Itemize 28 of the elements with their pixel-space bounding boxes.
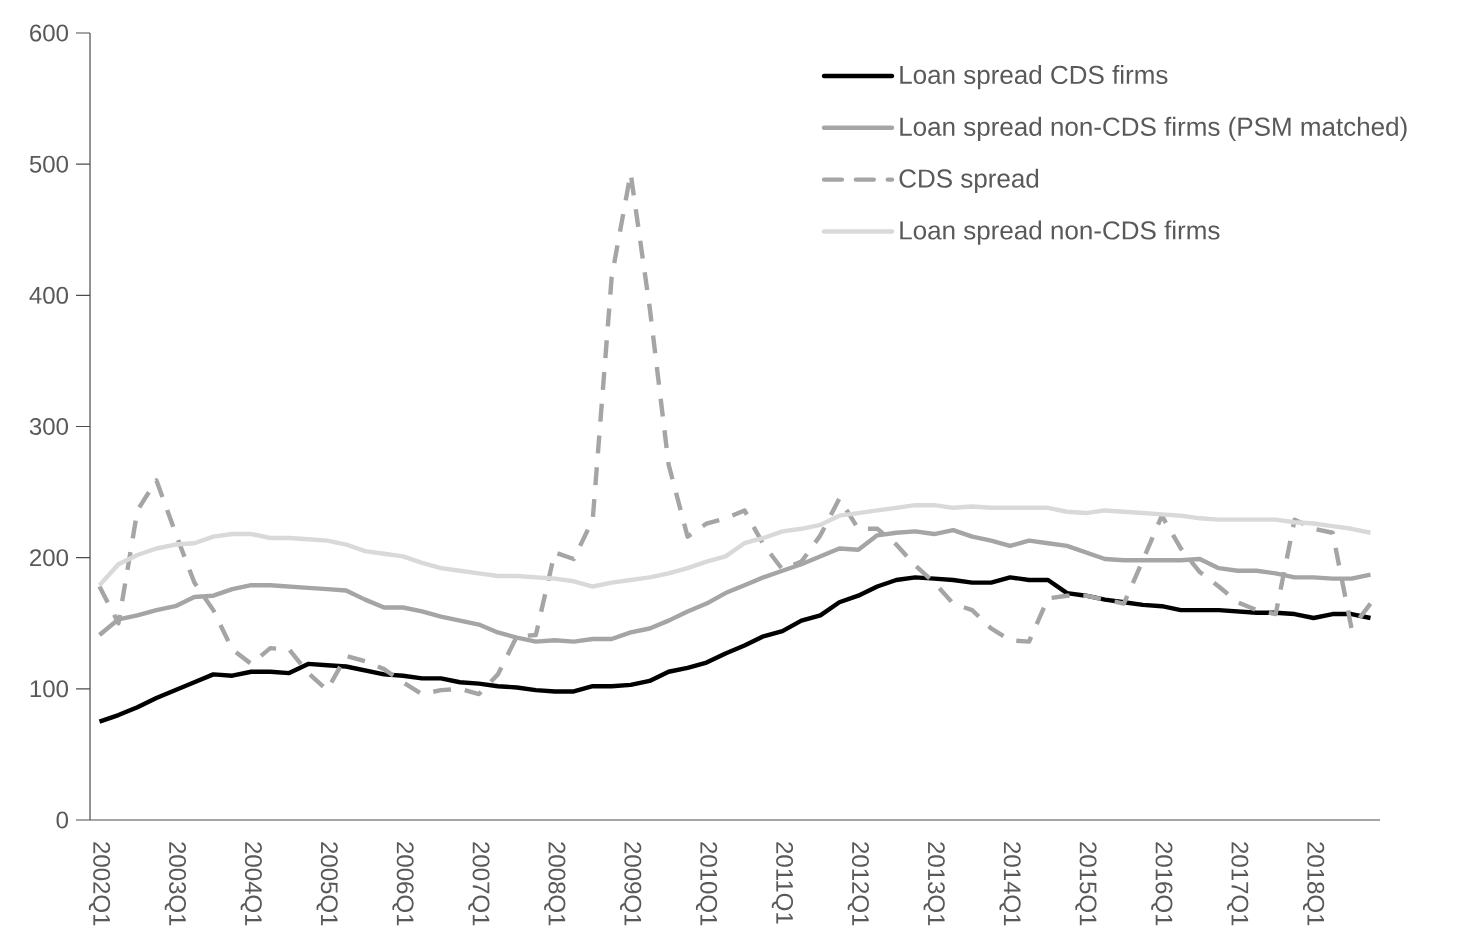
x-tick-label: 2008Q1 bbox=[544, 842, 566, 926]
x-tick-label: 2002Q1 bbox=[88, 842, 111, 926]
legend-label: Loan spread non-CDS firms (PSM matched) bbox=[900, 116, 1407, 142]
y-tick-label: 100 bbox=[30, 680, 69, 698]
y-tick-label: 300 bbox=[29, 418, 69, 435]
x-tick-label: 2014Q1 bbox=[999, 842, 1021, 926]
x-tick-label: 2017Q1 bbox=[1227, 842, 1249, 926]
y-tick-label: 500 bbox=[29, 155, 69, 173]
x-tick-label: 2010Q1 bbox=[695, 842, 718, 926]
x-tick-label: 2018Q1 bbox=[1302, 842, 1325, 926]
y-tick-label: 200 bbox=[30, 549, 69, 567]
x-tick-label: 2004Q1 bbox=[240, 842, 262, 926]
legend-label: Loan spread CDS firms bbox=[900, 65, 1168, 90]
x-tick-label: 2003Q1 bbox=[164, 842, 187, 926]
x-tick-label: 2012Q1 bbox=[847, 842, 869, 926]
x-tick-label: 2009Q1 bbox=[620, 842, 642, 926]
x-tick-label: 2005Q1 bbox=[316, 842, 338, 926]
legend-label: CDS spread bbox=[899, 168, 1039, 193]
y-tick-label: 400 bbox=[29, 286, 69, 304]
y-tick-label: 0 bbox=[56, 811, 69, 829]
y-tick-label: 600 bbox=[30, 24, 69, 42]
x-tick-label: 2006Q1 bbox=[392, 842, 414, 926]
x-tick-label: 2016Q1 bbox=[1151, 842, 1173, 926]
x-tick-label: 2015Q1 bbox=[1075, 842, 1097, 926]
x-tick-label: 2011Q1 bbox=[771, 842, 794, 924]
x-tick-label: 2013Q1 bbox=[923, 842, 945, 926]
legend-label: Loan spread non-CDS firms bbox=[900, 220, 1220, 245]
x-tick-label: 2007Q1 bbox=[468, 842, 490, 926]
